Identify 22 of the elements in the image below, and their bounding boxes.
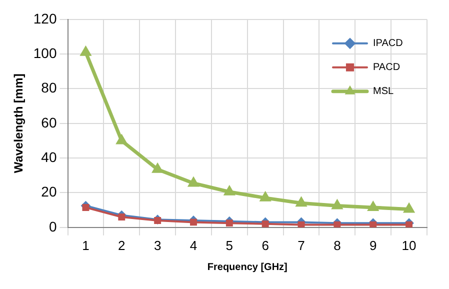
y-tick-label: 20 <box>41 184 57 200</box>
y-tick-label: 60 <box>41 114 57 130</box>
x-tick-label: 6 <box>262 238 269 253</box>
y-tick-label: 40 <box>41 148 57 165</box>
x-tick-label: 2 <box>118 238 126 253</box>
y-tick-label: 80 <box>41 80 57 96</box>
x-tick-label: 7 <box>298 238 305 253</box>
x-tick-label: 8 <box>334 238 341 253</box>
x-tick-label: 10 <box>402 238 416 253</box>
x-tick-label: 1 <box>82 238 90 253</box>
legend-label: PACD <box>373 62 400 74</box>
y-axis-title: Wavelength [mm] <box>12 74 26 174</box>
x-tick-label: 5 <box>226 238 234 253</box>
y-tick-label: 120 <box>33 10 57 26</box>
y-tick-label: 100 <box>33 44 57 61</box>
y-tick-label: 0 <box>48 218 57 234</box>
x-tick-label: 4 <box>190 238 198 253</box>
x-tick-label: 9 <box>369 238 377 253</box>
legend-label: MSL <box>373 86 394 98</box>
legend-label: IPACD <box>373 38 403 50</box>
x-tick-label: 3 <box>154 238 162 253</box>
x-axis-title: Frequency [GHz] <box>207 262 288 273</box>
